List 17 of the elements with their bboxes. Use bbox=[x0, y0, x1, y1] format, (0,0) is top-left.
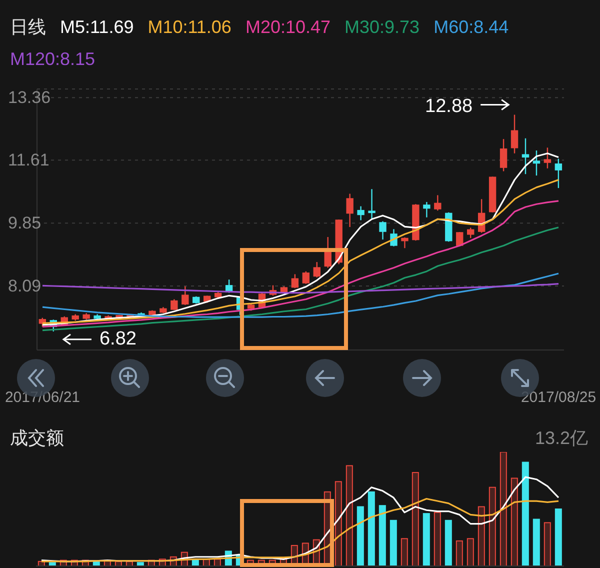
text: M30:9.73 bbox=[344, 16, 420, 39]
text: 13.2亿 bbox=[534, 427, 588, 450]
chart-title: 成交额 bbox=[10, 427, 64, 450]
y-tick-label: 13.36 bbox=[8, 88, 51, 108]
text: M5:11.69 bbox=[60, 16, 134, 39]
x-tick-label: 2017/08/25 bbox=[520, 389, 596, 406]
chart-title: 日线 bbox=[10, 16, 46, 39]
annotation: 6.82 bbox=[99, 328, 136, 350]
y-tick-label: 11.61 bbox=[8, 150, 50, 170]
text: M10:11.06 bbox=[148, 16, 232, 39]
text: M120:8.15 bbox=[10, 48, 96, 70]
text: M60:8.44 bbox=[434, 16, 509, 39]
y-tick-label: 8.09 bbox=[8, 276, 42, 296]
annotation: 12.88 bbox=[425, 96, 473, 117]
text: M20:10.47 bbox=[245, 16, 331, 39]
x-tick-label: 2017/06/21 bbox=[4, 389, 80, 406]
y-tick-label: 9.85 bbox=[8, 214, 42, 233]
